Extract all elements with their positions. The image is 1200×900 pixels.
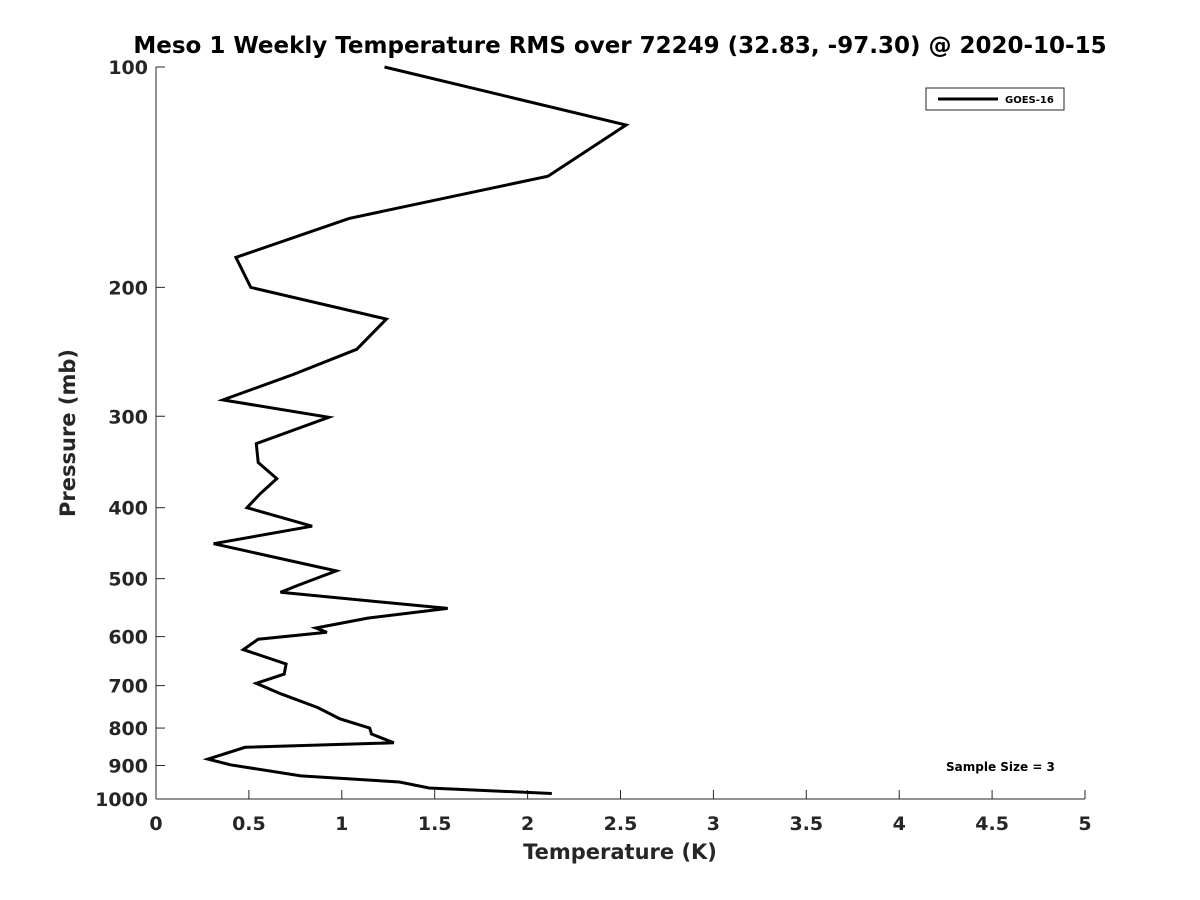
sample-size-annotation: Sample Size = 3	[946, 760, 1055, 774]
y-tick-label: 800	[108, 718, 148, 740]
x-tick-label: 4	[893, 813, 906, 835]
x-tick-label: 2	[521, 813, 534, 835]
x-tick-label: 1	[335, 813, 348, 835]
x-tick-label: 3	[707, 813, 720, 835]
x-tick-label: 3.5	[789, 813, 823, 835]
y-tick-label: 200	[108, 277, 148, 299]
y-tick-label: 700	[108, 676, 148, 698]
x-tick-label: 2.5	[604, 813, 638, 835]
y-tick-label: 600	[108, 627, 148, 649]
legend-label-goes-16: GOES-16	[1005, 95, 1054, 106]
plot-area	[156, 67, 1085, 799]
y-tick-label: 100	[108, 57, 148, 79]
chart-title: Meso 1 Weekly Temperature RMS over 72249…	[133, 33, 1106, 59]
x-tick-label: 1.5	[418, 813, 452, 835]
y-tick-label: 400	[108, 498, 148, 520]
series-line-goes-16	[202, 65, 630, 795]
y-axis-label: Pressure (mb)	[56, 349, 80, 517]
y-tick-label: 300	[108, 406, 148, 428]
x-tick-label: 0	[149, 813, 162, 835]
legend: GOES-16	[925, 87, 1065, 111]
x-tick-label: 0.5	[232, 813, 266, 835]
y-tick-label: 900	[108, 756, 148, 778]
x-axis-label: Temperature (K)	[523, 840, 717, 864]
y-tick-label: 500	[108, 569, 148, 591]
x-tick-label: 5	[1078, 813, 1091, 835]
y-tick-label: 1000	[95, 789, 148, 811]
x-tick-label: 4.5	[975, 813, 1009, 835]
